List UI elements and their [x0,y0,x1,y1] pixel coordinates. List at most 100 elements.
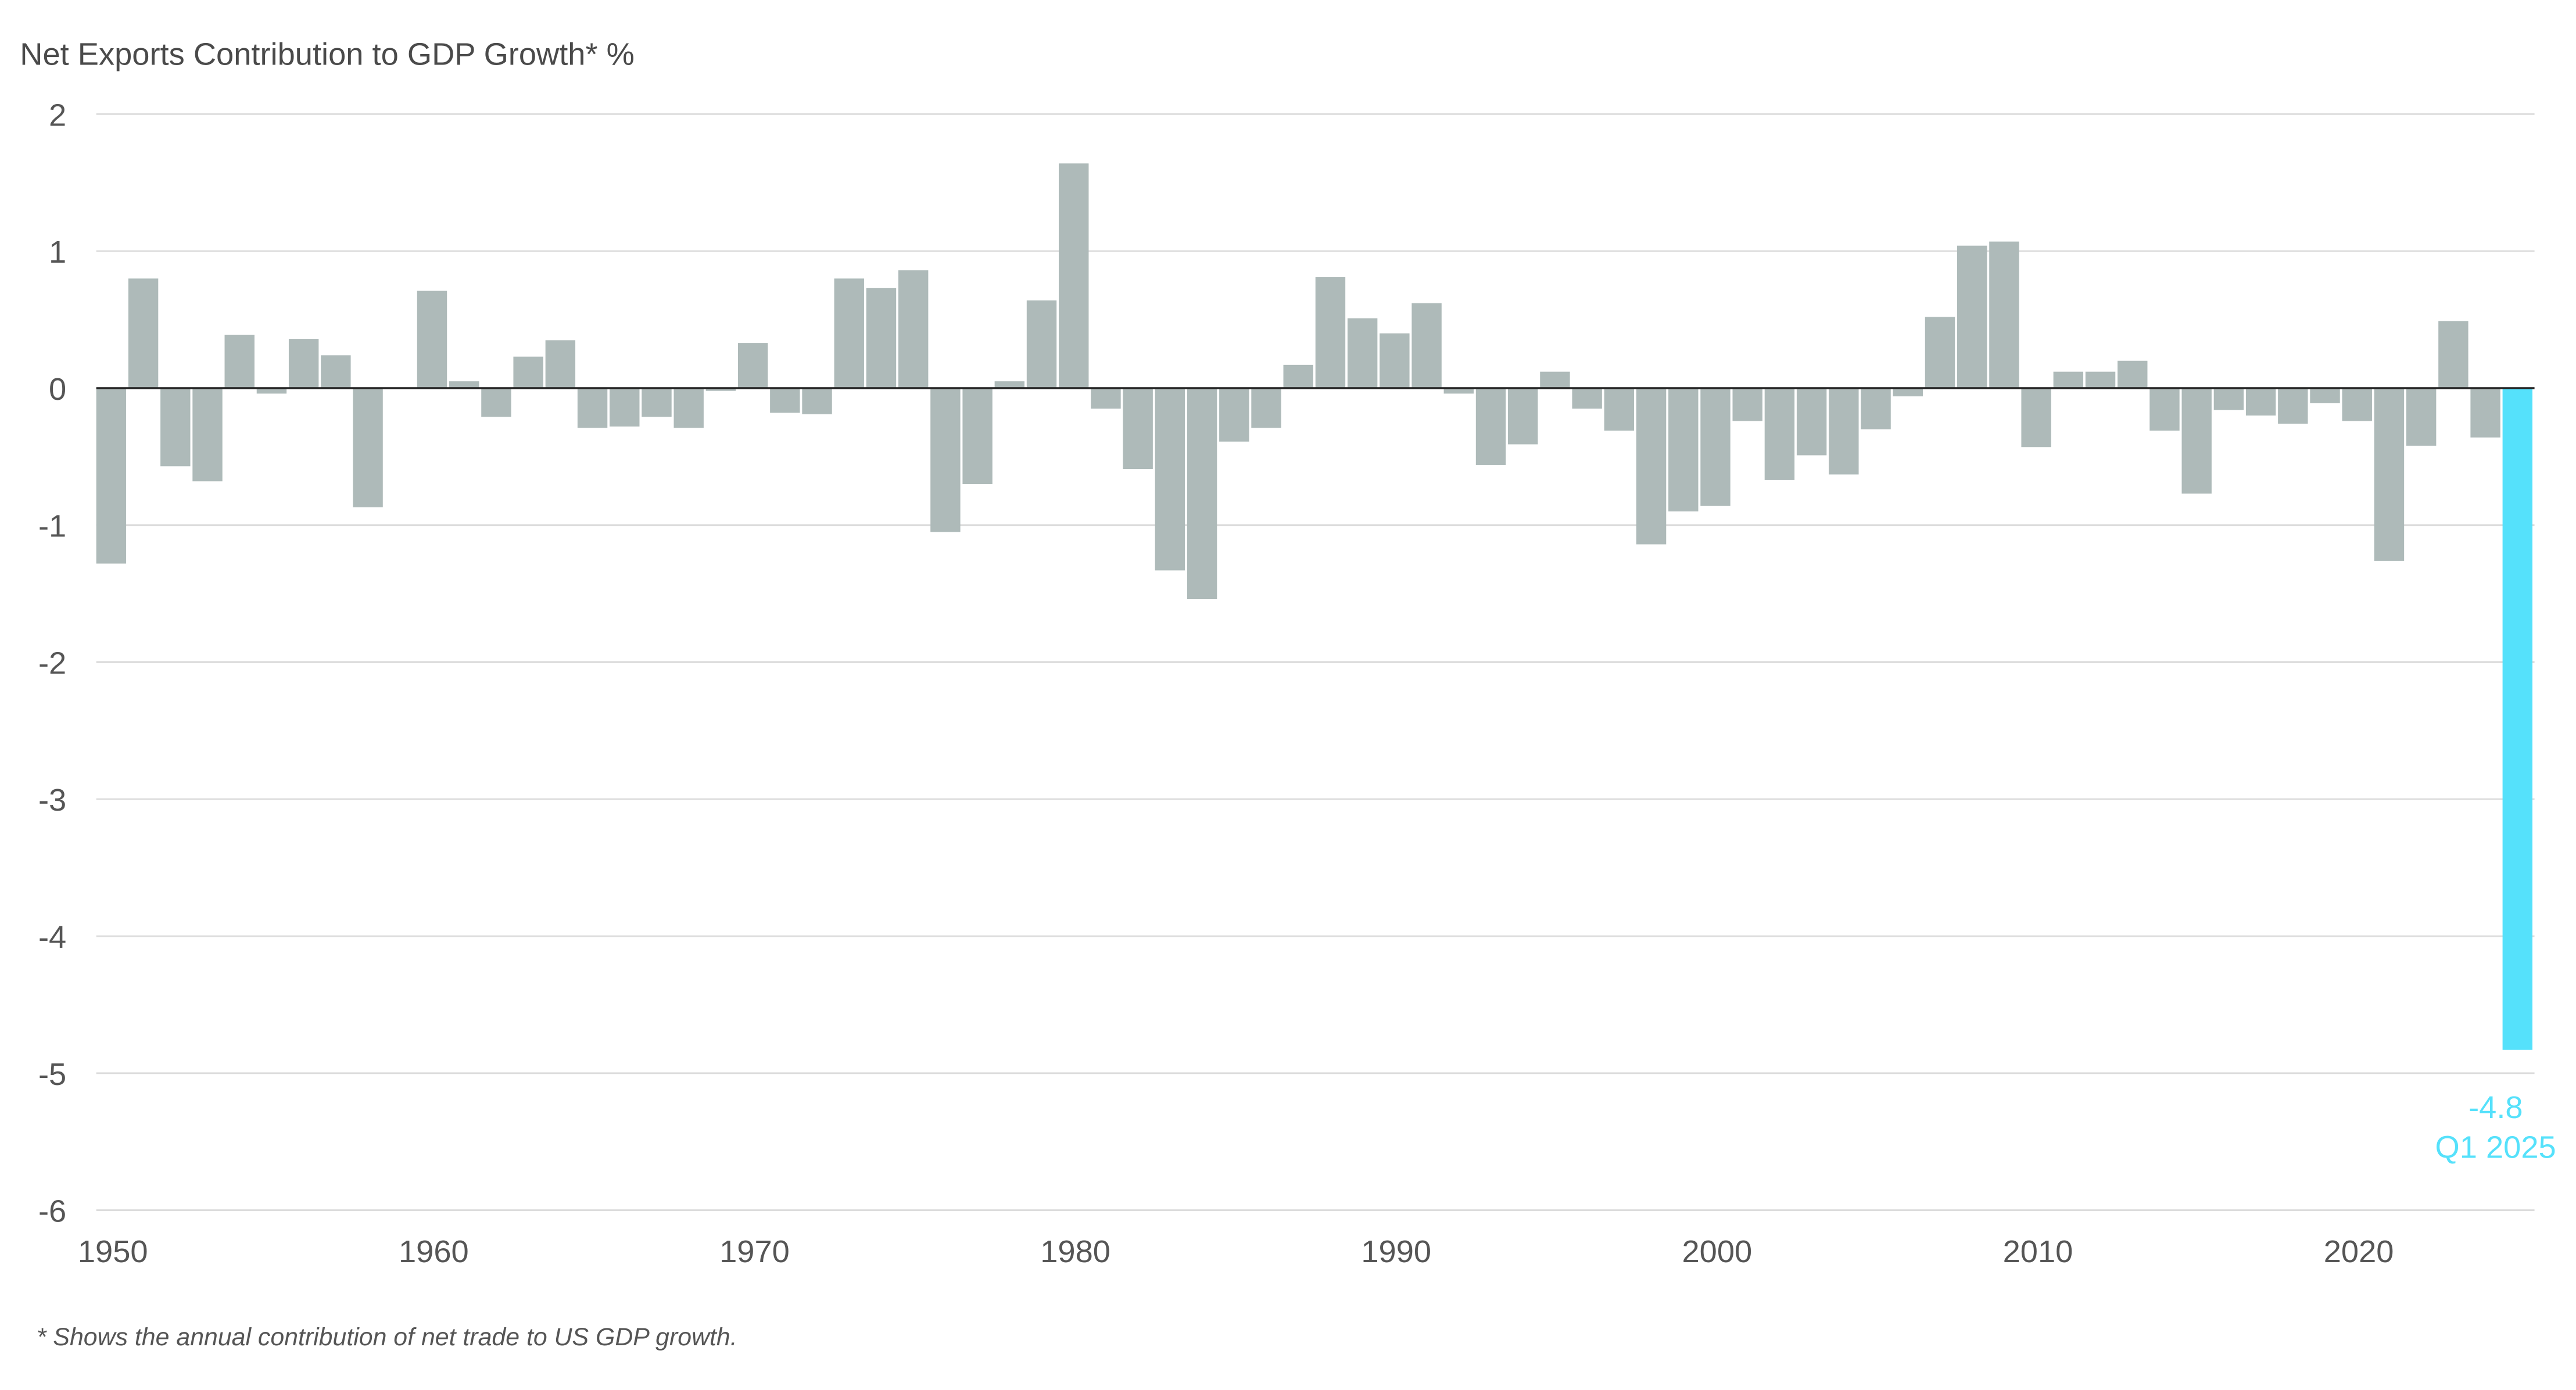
bar-1969 [705,388,736,391]
bar-2022 [2406,388,2437,446]
bars [96,163,2533,1050]
bar-2012 [2085,371,2116,388]
bar-1976 [930,388,961,532]
bar-2021 [2374,388,2405,561]
bar-1986 [1251,388,1281,428]
bar-1961 [449,381,479,388]
bar-1955 [256,388,287,394]
x-tick-label: 2020 [2324,1234,2394,1269]
bar-1972 [802,388,832,414]
bar-1992 [1443,388,1474,394]
bar-1970 [737,343,768,388]
highlight-value-label: -4.8 [2468,1090,2523,1125]
x-tick-label: 1990 [1361,1234,1431,1269]
bar-1981 [1091,388,1121,409]
bar-1980 [1059,163,1089,388]
bar-2002 [1764,388,1795,480]
bar-1998 [1636,388,1667,544]
footnote: * Shows the annual contribution of net t… [37,1323,737,1351]
chart-title: Net Exports Contribution to GDP Growth* … [20,37,635,71]
bar-2000 [1700,388,1731,506]
bar-1999 [1668,388,1699,512]
bar-1968 [673,388,704,428]
bar-1975 [898,270,929,388]
bar-2014 [2149,388,2180,431]
bar-1952 [160,388,191,467]
x-axis-ticks: 1950 1960 1970 1980 1990 2000 2010 2020 [78,1234,2394,1269]
y-axis-ticks: 2 1 0 -1 -2 -3 -4 -5 -6 [38,98,66,1228]
bar-2011 [2053,371,2084,388]
x-tick-label: 2000 [1682,1234,1752,1269]
bar-1988 [1315,277,1346,388]
bar-1963 [513,356,543,388]
bar-1960 [417,291,447,388]
bar-2009 [1989,241,2019,388]
y-tick-label: -5 [38,1057,66,1092]
y-tick-label: 1 [49,235,66,270]
bar-1953 [192,388,223,482]
bar-1962 [481,388,511,417]
bar-1984 [1187,388,1217,600]
bar-1950 [96,388,127,564]
bar-1965 [577,388,608,428]
bar-1994 [1508,388,1538,445]
bar-2017 [2245,388,2276,416]
bar-1951 [128,278,159,388]
bar-1974 [866,288,897,388]
bar-1958 [353,388,383,508]
bar-2020 [2342,388,2372,421]
bar-1985 [1219,388,1249,442]
bar-2006 [1893,388,1923,397]
bar-1978 [994,381,1025,388]
bar-2023 [2438,321,2468,388]
y-tick-label: 2 [49,98,66,132]
bar-1983 [1155,388,1185,571]
bar-2008 [1957,245,1987,388]
bar-2018 [2278,388,2308,424]
bar-2016 [2213,388,2244,410]
bar-2015 [2181,388,2212,494]
bar-2003 [1796,388,1827,456]
x-tick-label: 1970 [719,1234,790,1269]
x-tick-label: 1950 [78,1234,148,1269]
bar-1973 [834,278,864,388]
bar-2013 [2118,360,2148,388]
bar-2001 [1732,388,1762,421]
bar-1982 [1123,388,1153,470]
bar-1967 [642,388,672,417]
bar-1977 [962,388,993,484]
y-tick-label: -4 [38,920,66,955]
bar-Q1-2025 [2502,388,2533,1050]
bar-1987 [1283,364,1313,388]
bar-2024 [2470,388,2500,438]
bar-1995 [1540,371,1570,388]
bar-1971 [770,388,800,413]
y-tick-label: -3 [38,783,66,818]
y-tick-label: -1 [38,509,66,544]
highlight-period-label: Q1 2025 [2435,1130,2556,1165]
x-tick-label: 1980 [1040,1234,1110,1269]
y-tick-label: -6 [38,1194,66,1229]
y-tick-label: -2 [38,646,66,680]
bar-1993 [1475,388,1506,465]
bar-2019 [2310,388,2340,403]
bar-1979 [1026,300,1057,388]
bar-1990 [1380,333,1410,388]
bar-1956 [288,339,319,388]
bar-1989 [1347,318,1378,388]
bar-1954 [224,334,255,388]
x-tick-label: 1960 [399,1234,469,1269]
bar-1966 [610,388,640,427]
bar-2010 [2021,388,2051,447]
bar-1996 [1572,388,1602,409]
bar-1991 [1411,303,1442,388]
gridlines [96,113,2535,1212]
bar-2007 [1925,317,1955,388]
bar-1957 [321,355,351,388]
bar-1964 [545,340,576,388]
bar-2005 [1861,388,1891,429]
x-tick-label: 2010 [2003,1234,2073,1269]
y-tick-label: 0 [49,372,66,407]
bar-2004 [1829,388,1859,475]
